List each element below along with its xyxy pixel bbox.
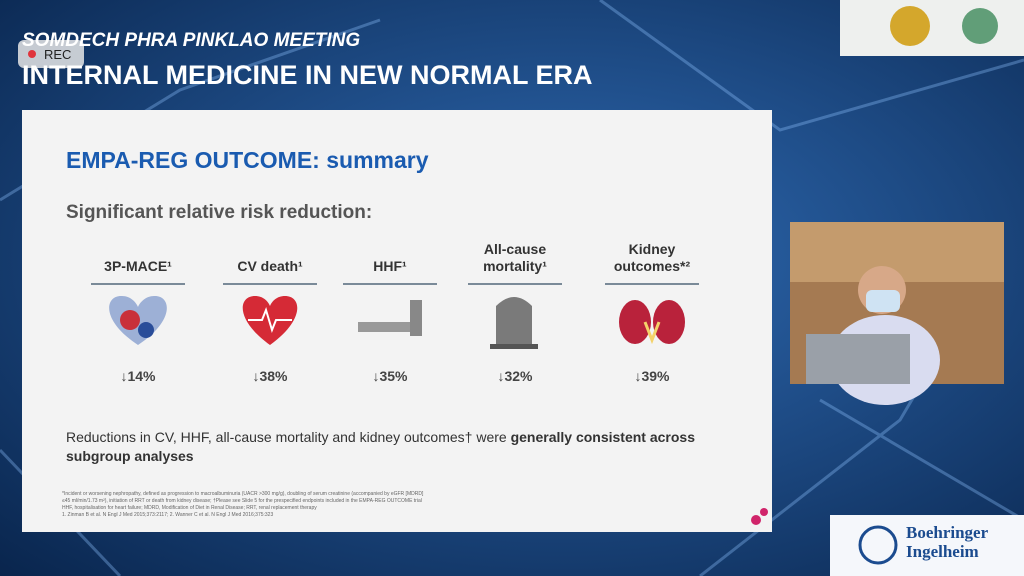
sponsor-line: Ingelheim [906,542,979,561]
footnote: HHF, hospitalisation for heart failure; … [62,505,317,511]
sponsor-line: Boehringer [906,523,989,542]
rec-label: REC [44,47,72,62]
meeting-title: INTERNAL MEDICINE IN NEW NORMAL ERA [22,60,593,90]
outcome-divider [223,283,317,285]
footnote: 1. Zinman B et al. N Engl J Med 2015;373… [62,512,274,518]
outcome-reduction: ↓39% [634,368,670,384]
summary-note: Reductions in CV, HHF, all-cause mortali… [66,428,746,466]
outcome-label: Kidney outcomes*² [613,241,691,274]
outcome-divider [343,283,437,285]
outcome-label: All-cause mortality¹ [483,241,547,274]
outcome-label: 3P-MACE¹ [104,258,172,274]
footnote: *Incident or worsening nephropathy, defi… [62,491,424,497]
slide-title: EMPA-REG OUTCOME: summary [66,147,429,173]
rec-badge[interactable]: REC [18,40,84,68]
footnotes: *Incident or worsening nephropathy, defi… [62,491,702,519]
outcome-divider [468,283,562,285]
outcome-label: HHF¹ [373,258,407,274]
meeting-subtitle: SOMDECH PHRA PINKLAO MEETING [22,30,361,51]
outcome-reduction: ↓38% [252,368,288,384]
outcome-divider [605,283,699,285]
note-bold: generally consistent across subgroup ana… [66,429,695,464]
sponsor-logo: Boehringer Ingelheim [906,523,988,561]
outcome-reduction: ↓35% [372,368,408,384]
outcome-divider [91,283,185,285]
footnote: ≤45 ml/min/1.73 m²), initiation of RRT o… [62,498,422,504]
outcome-reduction: ↓14% [120,368,156,384]
outcome-reduction: ↓32% [497,368,533,384]
note-text: Reductions in CV, HHF, all-cause mortali… [66,429,511,445]
slide-subtitle: Significant relative risk reduction: [66,202,373,223]
outcome-label: CV death¹ [237,258,303,274]
